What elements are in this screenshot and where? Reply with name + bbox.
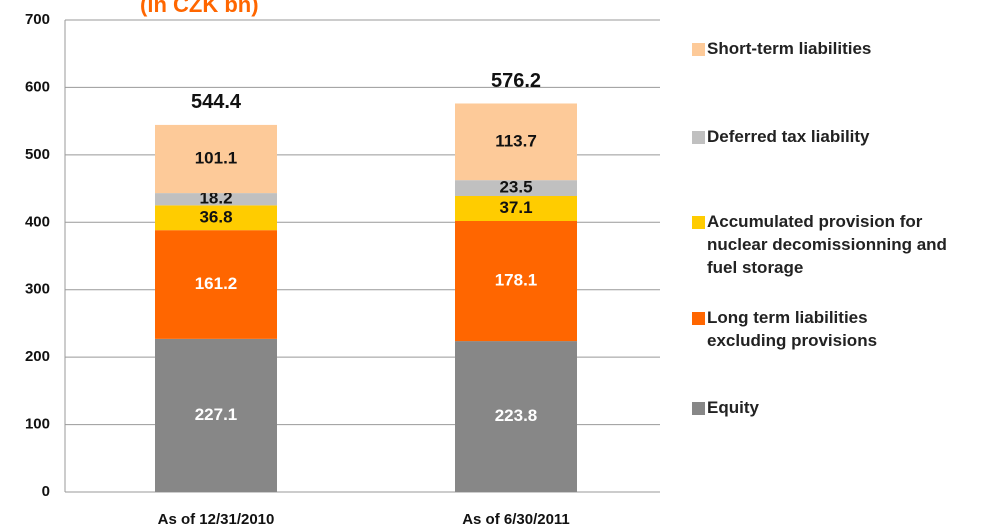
total-label: 544.4 (191, 91, 242, 113)
legend-swatch (692, 216, 705, 229)
legend-swatch (692, 43, 705, 56)
bar-segment (455, 103, 577, 181)
bar-segment (155, 193, 277, 206)
bar-segment (455, 341, 577, 492)
legend-item: Equity (692, 396, 982, 419)
legend-label: Equity (707, 398, 759, 417)
legend-item: Long term liabilities excluding provisio… (692, 306, 982, 352)
legend-item: Short-term liabilities (692, 37, 982, 60)
y-tick-label: 400 (25, 213, 50, 230)
legend-item: Accumulated provision for nuclear decomi… (692, 210, 982, 279)
y-tick-label: 0 (42, 483, 50, 500)
data-label: 36.8 (199, 207, 232, 226)
bar-segment (155, 338, 277, 492)
data-label: 227.1 (195, 405, 238, 424)
data-label: 37.1 (499, 198, 532, 217)
y-tick-label: 500 (25, 146, 50, 163)
y-tick-label: 700 (25, 11, 50, 28)
chart-title: (in CZK bn) (140, 0, 259, 17)
data-label: 223.8 (495, 406, 538, 425)
bar-segment (455, 195, 577, 222)
data-label: 161.2 (195, 274, 238, 293)
bar-segment (155, 124, 277, 194)
data-label: 23.5 (499, 178, 532, 197)
bar-segment (155, 230, 277, 339)
legend-label: Accumulated provision for nuclear decomi… (707, 212, 947, 277)
data-label: 18.2 (199, 189, 232, 208)
total-label: 576.2 (491, 70, 541, 92)
x-tick-label: As of 6/30/2011 (462, 511, 570, 528)
y-tick-label: 200 (25, 348, 50, 365)
legend-swatch (692, 131, 705, 144)
bar-segment (155, 205, 277, 231)
y-tick-label: 100 (25, 416, 50, 433)
legend-label: Deferred tax liability (707, 127, 870, 146)
legend-swatch (692, 402, 705, 415)
data-label: 113.7 (495, 131, 537, 150)
bar-segment (455, 180, 577, 196)
legend-label: Long term liabilities excluding provisio… (707, 308, 878, 350)
x-tick-label: As of 12/31/2010 (158, 511, 275, 528)
y-tick-label: 600 (25, 78, 50, 95)
y-tick-label: 300 (25, 281, 50, 298)
legend-swatch (692, 312, 705, 325)
data-label: 178.1 (495, 271, 538, 290)
legend-item: Deferred tax liability (692, 125, 982, 148)
data-label: 101.1 (195, 148, 238, 167)
bar-segment (455, 221, 577, 342)
legend-label: Short-term liabilities (707, 39, 872, 58)
